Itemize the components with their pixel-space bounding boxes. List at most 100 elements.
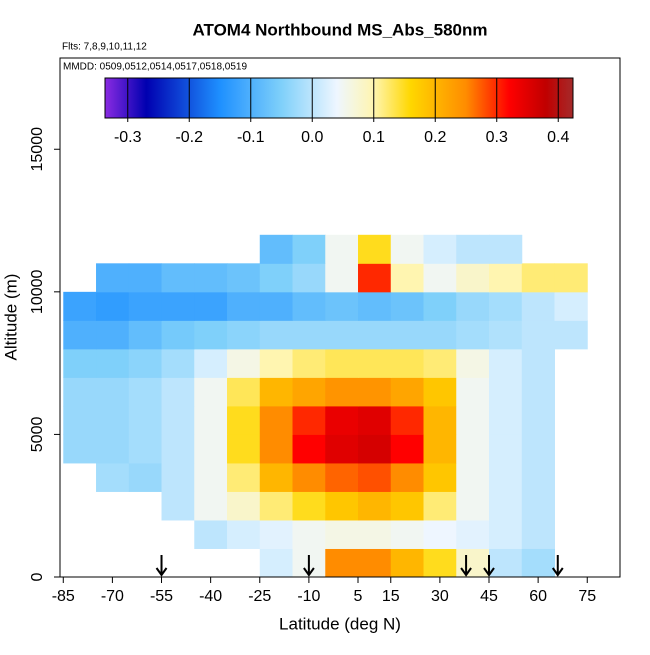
cell [390, 519, 425, 549]
cell [521, 405, 556, 435]
cell [194, 377, 228, 407]
cell [390, 405, 425, 435]
cell [96, 377, 130, 407]
y-axis-label: Altitude (m) [1, 274, 20, 361]
cell [456, 234, 490, 264]
cell [128, 434, 163, 464]
arrow [303, 555, 315, 577]
colorbar-tick-label: 0.4 [547, 129, 569, 146]
cell [521, 291, 556, 321]
cell [259, 434, 294, 464]
cell [521, 434, 556, 464]
cell [423, 377, 457, 407]
cell [128, 348, 163, 378]
cell [358, 519, 392, 549]
cell [128, 377, 163, 407]
cell [423, 548, 457, 578]
arrow [483, 555, 495, 577]
cell [292, 234, 326, 264]
x-tick-label: 75 [578, 588, 596, 605]
cell [521, 377, 556, 407]
cell [259, 377, 294, 407]
arrow [460, 555, 472, 577]
cell [358, 234, 392, 264]
cell [358, 405, 392, 435]
cell [423, 491, 457, 521]
cell [456, 263, 490, 293]
cell [423, 519, 457, 549]
arrow [551, 555, 564, 577]
cell [423, 348, 457, 378]
cell [390, 377, 425, 407]
cell [489, 519, 523, 549]
cell [292, 491, 326, 521]
cell [358, 548, 392, 578]
cell [489, 348, 523, 378]
cell [194, 320, 228, 350]
cell [390, 263, 425, 293]
cell [456, 519, 490, 549]
cell [325, 405, 359, 435]
cell [128, 263, 163, 293]
cell [161, 320, 195, 350]
cell [489, 434, 523, 464]
cell [358, 434, 392, 464]
annotation: MMDD: 0509,0512,0514,0517,0518,0519 [63, 62, 247, 73]
cell [96, 348, 130, 378]
cell [456, 462, 490, 492]
cell [128, 320, 163, 350]
cell [161, 291, 195, 321]
cell [227, 519, 261, 549]
cell [259, 234, 294, 264]
cell [194, 519, 228, 549]
cell [161, 491, 195, 521]
cell [63, 434, 97, 464]
cell [325, 377, 359, 407]
cell [325, 462, 359, 492]
cell [456, 491, 490, 521]
cell [96, 462, 130, 492]
cell [521, 320, 556, 350]
cell [227, 491, 261, 521]
chart-title: ATOM4 Northbound MS_Abs_580nm [192, 20, 487, 39]
cell [227, 348, 261, 378]
plot-frame [59, 57, 621, 578]
cell [456, 348, 490, 378]
cell [423, 234, 457, 264]
cell [292, 519, 326, 549]
cell [128, 462, 163, 492]
cell [161, 348, 195, 378]
cell [325, 491, 359, 521]
cell [292, 377, 326, 407]
y-tick-label: 0 [29, 572, 46, 581]
cell [554, 291, 588, 321]
cell [325, 263, 359, 293]
cell [521, 519, 556, 549]
cell [358, 291, 392, 321]
cell [358, 320, 392, 350]
y-tick-label: 10000 [29, 269, 46, 314]
cell [358, 263, 392, 293]
cell [96, 320, 130, 350]
cell [194, 491, 228, 521]
cell [489, 405, 523, 435]
cell [227, 405, 261, 435]
cell [390, 348, 425, 378]
cell [325, 291, 359, 321]
arrow [155, 555, 168, 577]
cell [194, 462, 228, 492]
cell [489, 263, 523, 293]
cell [292, 434, 326, 464]
x-tick-label: -25 [248, 588, 271, 605]
cell [161, 434, 195, 464]
cell [259, 405, 294, 435]
cell [521, 491, 556, 521]
cell [292, 462, 326, 492]
cell [325, 519, 359, 549]
colorbar-tick-label: -0.2 [175, 129, 203, 146]
x-tick-label: 5 [354, 588, 363, 605]
cell [489, 377, 523, 407]
cell [161, 377, 195, 407]
cell [489, 320, 523, 350]
